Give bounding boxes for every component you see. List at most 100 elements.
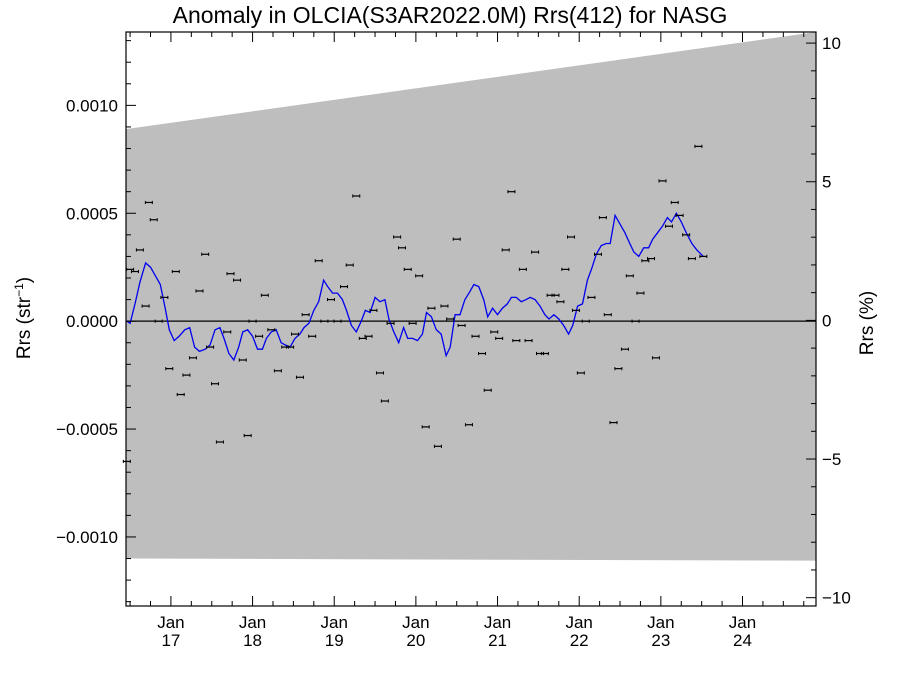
x-tick-label-month: Jan <box>484 613 511 632</box>
data-point <box>211 382 220 386</box>
x-tick-label-year: 20 <box>406 631 425 650</box>
data-point <box>308 334 317 338</box>
y-right-tick-label: 5 <box>822 173 831 192</box>
data-point <box>636 291 645 295</box>
y-left-tick-label: −0.0005 <box>56 420 118 439</box>
data-point <box>576 371 585 375</box>
data-point <box>540 351 549 356</box>
data-point <box>320 319 329 323</box>
data-point <box>682 233 691 237</box>
data-point <box>215 440 224 444</box>
data-point <box>699 254 708 259</box>
data-point <box>301 313 310 317</box>
data-point <box>625 274 634 278</box>
data-point <box>427 306 436 310</box>
data-point <box>393 235 402 239</box>
data-point <box>433 444 442 448</box>
data-point <box>421 425 430 429</box>
data-point <box>291 332 300 336</box>
data-point <box>620 347 629 351</box>
data-point <box>206 345 215 349</box>
data-point <box>176 392 185 397</box>
data-point <box>495 336 504 341</box>
x-tick-label-year: 22 <box>570 631 589 650</box>
data-point <box>233 278 242 282</box>
data-point <box>512 338 521 343</box>
data-point <box>641 259 650 263</box>
data-point <box>658 179 667 183</box>
data-point <box>122 459 131 464</box>
data-point <box>518 267 527 271</box>
data-point <box>154 319 163 323</box>
data-point <box>248 319 257 323</box>
data-point <box>507 190 516 194</box>
data-point <box>201 252 210 256</box>
y-left-tick-label: −0.0010 <box>56 528 118 547</box>
data-point <box>561 267 570 271</box>
data-point <box>471 334 480 338</box>
data-point <box>587 295 596 300</box>
data-point <box>135 248 144 252</box>
x-tick-label-month: Jan <box>565 613 592 632</box>
uncertainty-envelope <box>126 32 816 561</box>
x-tick-label-year: 19 <box>325 631 344 650</box>
y-right-tick-label: −10 <box>822 589 851 608</box>
data-point <box>295 375 304 379</box>
x-tick-label-month: Jan <box>402 613 429 632</box>
data-point <box>386 321 395 325</box>
data-point <box>631 319 640 323</box>
data-point <box>457 323 466 328</box>
data-point <box>160 295 169 300</box>
x-tick-label-year: 18 <box>243 631 262 650</box>
data-point <box>223 330 232 334</box>
data-point <box>144 200 153 205</box>
data-point <box>581 319 590 323</box>
data-point <box>551 293 560 297</box>
data-point <box>567 235 576 239</box>
data-point <box>171 269 180 274</box>
data-point <box>694 144 703 148</box>
data-point <box>524 338 533 343</box>
data-point <box>501 248 510 252</box>
series-line <box>126 211 704 362</box>
y-right-tick-label: −5 <box>822 450 841 469</box>
y-right-tick-label: 0 <box>822 311 831 330</box>
y-left-tick-label: 0.0005 <box>66 204 118 223</box>
data-point <box>593 252 602 256</box>
data-point <box>195 289 204 293</box>
data-point <box>238 358 247 362</box>
data-point <box>571 308 580 312</box>
chart-title: Anomaly in OLCIA(S3AR2022.0M) Rrs(412) f… <box>172 2 728 28</box>
data-point <box>614 367 623 371</box>
data-point <box>483 388 492 392</box>
data-point <box>267 328 276 332</box>
data-point <box>403 267 412 271</box>
data-point <box>675 213 684 218</box>
data-point <box>408 321 417 325</box>
data-point <box>369 308 378 312</box>
data-point <box>358 336 367 341</box>
data-point <box>255 334 264 338</box>
data-point <box>141 304 150 308</box>
data-point <box>478 351 487 356</box>
data-point <box>364 334 373 338</box>
data-point <box>286 345 295 349</box>
y-right-tick-label: 10 <box>822 34 841 53</box>
y-left-tick-label: 0.0000 <box>66 312 118 331</box>
data-point <box>375 371 384 375</box>
data-point <box>415 274 424 278</box>
data-point <box>165 367 174 371</box>
data-point <box>446 317 455 321</box>
data-point <box>326 297 335 302</box>
data-point <box>647 256 656 261</box>
data-point <box>440 304 449 308</box>
data-point <box>687 256 696 261</box>
x-tick-label-month: Jan <box>729 613 756 632</box>
x-tick-label-year: 24 <box>733 631 752 650</box>
data-point <box>243 433 252 438</box>
data-point <box>531 250 540 254</box>
data-point <box>260 293 269 297</box>
data-point <box>314 259 323 263</box>
data-point <box>340 285 349 289</box>
y-left-tick-label: 0.0010 <box>66 96 118 115</box>
